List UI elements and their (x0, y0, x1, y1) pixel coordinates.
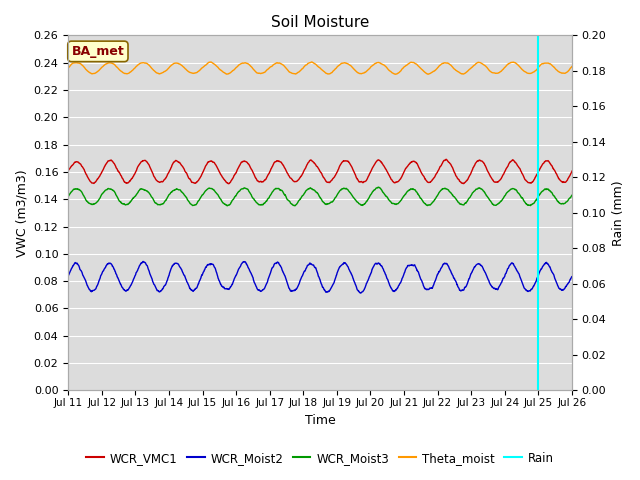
WCR_Moist2 (357, 290, 365, 296)
Theta_moist (64, 65, 72, 71)
WCR_Moist2 (461, 284, 469, 290)
Line: WCR_VMC1: WCR_VMC1 (68, 159, 572, 184)
Text: BA_met: BA_met (72, 45, 124, 58)
Theta_moist (461, 70, 469, 76)
WCR_Moist3 (296, 196, 304, 202)
Legend: WCR_VMC1, WCR_Moist2, WCR_Moist3, Theta_moist, Rain: WCR_VMC1, WCR_Moist2, WCR_Moist3, Theta_… (81, 447, 559, 469)
WCR_Moist3 (64, 193, 72, 199)
Line: WCR_Moist2: WCR_Moist2 (68, 262, 572, 293)
WCR_VMC1 (310, 159, 317, 165)
Theta_moist (392, 72, 399, 77)
WCR_VMC1 (442, 156, 450, 162)
WCR_VMC1 (568, 168, 576, 174)
WCR_VMC1 (225, 181, 232, 187)
WCR_VMC1 (90, 180, 98, 186)
WCR_Moist3 (554, 199, 562, 204)
Theta_moist (90, 71, 98, 76)
Title: Soil Moisture: Soil Moisture (271, 15, 369, 30)
WCR_Moist3 (374, 184, 382, 190)
Theta_moist (296, 68, 304, 74)
WCR_Moist2 (554, 283, 562, 288)
Theta_moist (554, 68, 562, 74)
WCR_Moist3 (461, 200, 469, 206)
WCR_VMC1 (554, 173, 561, 179)
WCR_Moist3 (310, 187, 317, 192)
WCR_VMC1 (554, 174, 562, 180)
WCR_Moist3 (568, 192, 576, 198)
WCR_Moist3 (90, 201, 98, 207)
Theta_moist (554, 68, 561, 74)
WCR_VMC1 (64, 168, 72, 174)
Theta_moist (310, 60, 317, 66)
WCR_VMC1 (461, 179, 469, 185)
WCR_Moist2 (310, 262, 317, 268)
WCR_Moist2 (90, 288, 98, 293)
WCR_VMC1 (296, 175, 304, 180)
WCR_Moist2 (296, 278, 304, 284)
Line: Theta_moist: Theta_moist (68, 62, 572, 74)
Y-axis label: VWC (m3/m3): VWC (m3/m3) (15, 169, 28, 257)
WCR_Moist3 (291, 203, 299, 209)
Line: WCR_Moist3: WCR_Moist3 (68, 187, 572, 206)
WCR_Moist2 (140, 259, 147, 264)
X-axis label: Time: Time (305, 414, 335, 427)
WCR_Moist3 (554, 198, 561, 204)
Theta_moist (207, 59, 214, 65)
Theta_moist (568, 63, 576, 69)
WCR_Moist2 (64, 273, 72, 278)
Y-axis label: Rain (mm): Rain (mm) (612, 180, 625, 246)
WCR_Moist2 (568, 274, 576, 279)
WCR_Moist2 (554, 283, 561, 288)
